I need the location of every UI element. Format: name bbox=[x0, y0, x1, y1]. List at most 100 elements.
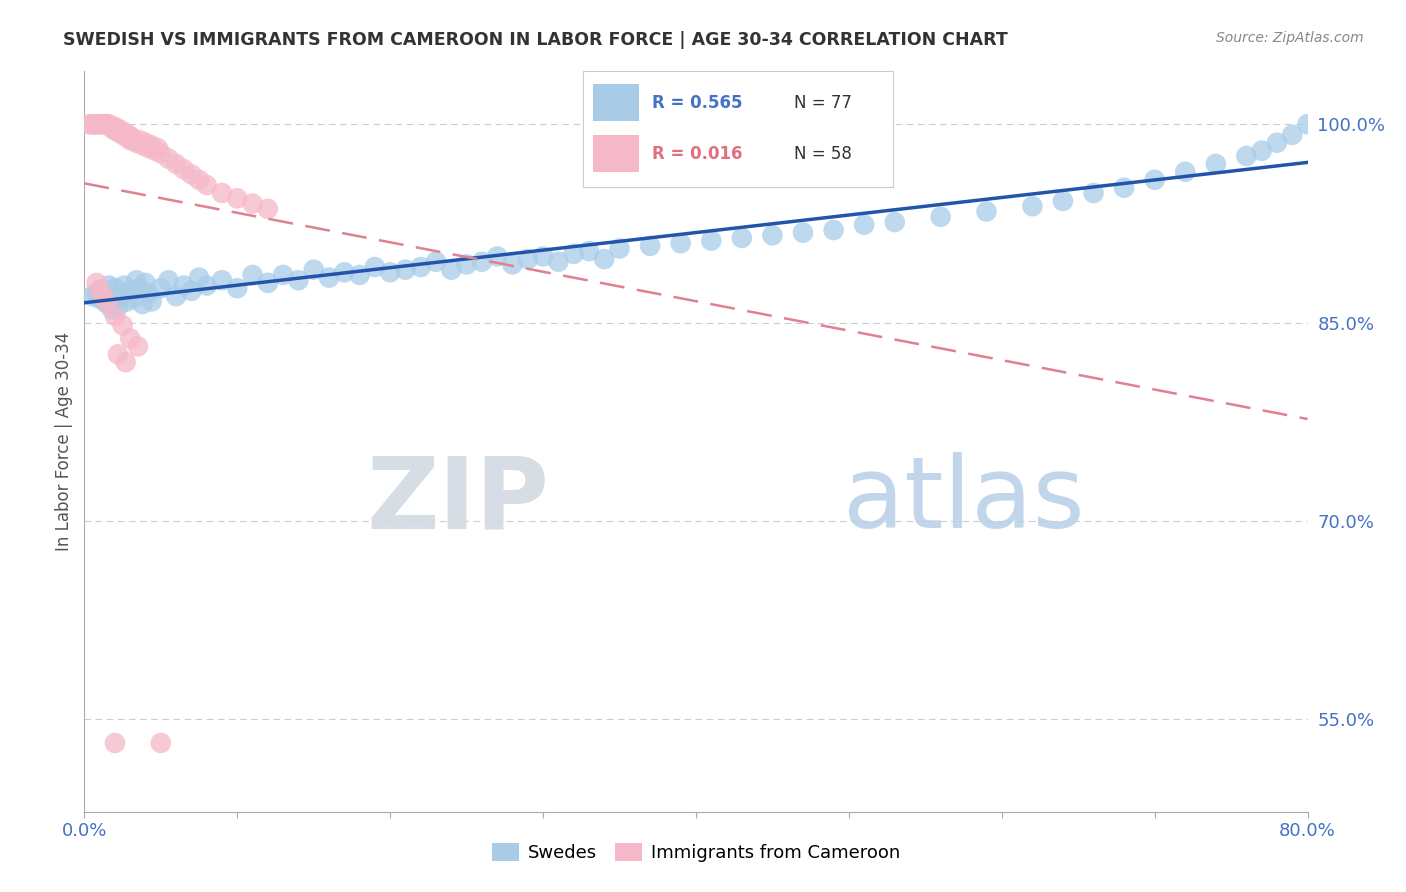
Point bbox=[173, 162, 195, 177]
Point bbox=[91, 117, 114, 131]
Point bbox=[471, 254, 494, 268]
Point bbox=[700, 234, 723, 248]
Point bbox=[90, 117, 112, 131]
Point bbox=[120, 331, 142, 345]
Point bbox=[456, 257, 478, 271]
Point bbox=[84, 117, 107, 131]
Point bbox=[131, 138, 153, 153]
Text: N = 58: N = 58 bbox=[794, 145, 852, 162]
Point bbox=[440, 262, 463, 277]
Point bbox=[195, 278, 218, 293]
Point bbox=[1174, 165, 1197, 179]
Point bbox=[302, 262, 325, 277]
Point bbox=[112, 125, 135, 139]
Point bbox=[125, 273, 148, 287]
Point bbox=[287, 273, 309, 287]
Point bbox=[115, 294, 138, 309]
Point bbox=[120, 284, 142, 298]
Point bbox=[425, 254, 447, 268]
Point bbox=[135, 276, 157, 290]
Point bbox=[86, 117, 108, 131]
Point bbox=[131, 297, 153, 311]
Point bbox=[1021, 199, 1043, 213]
Point bbox=[110, 125, 132, 139]
Point bbox=[80, 117, 103, 131]
Point bbox=[1296, 117, 1319, 131]
Point bbox=[149, 281, 172, 295]
Point bbox=[77, 117, 100, 131]
Point bbox=[195, 178, 218, 192]
Point bbox=[180, 168, 202, 182]
Point bbox=[349, 268, 371, 282]
Point bbox=[226, 191, 249, 205]
Point bbox=[118, 128, 141, 142]
Y-axis label: In Labor Force | Age 30-34: In Labor Force | Age 30-34 bbox=[55, 332, 73, 551]
Point bbox=[516, 252, 538, 266]
Point bbox=[669, 236, 692, 251]
Point bbox=[87, 117, 110, 131]
Point bbox=[318, 270, 340, 285]
Point bbox=[110, 289, 132, 303]
Point bbox=[180, 284, 202, 298]
Point bbox=[731, 231, 754, 245]
Legend: Swedes, Immigrants from Cameroon: Swedes, Immigrants from Cameroon bbox=[485, 836, 907, 870]
Bar bbox=[593, 84, 640, 121]
Point bbox=[165, 157, 187, 171]
Point bbox=[114, 128, 136, 142]
Point bbox=[226, 281, 249, 295]
Point bbox=[105, 122, 128, 136]
Point bbox=[853, 218, 876, 232]
Point bbox=[103, 122, 125, 136]
Point bbox=[86, 286, 108, 301]
Point bbox=[83, 117, 105, 131]
Point bbox=[107, 300, 129, 314]
Text: R = 0.016: R = 0.016 bbox=[651, 145, 742, 162]
Point bbox=[792, 226, 814, 240]
Point bbox=[1143, 173, 1166, 187]
Point bbox=[188, 173, 211, 187]
Point bbox=[883, 215, 905, 229]
Point bbox=[111, 318, 134, 333]
Point bbox=[112, 278, 135, 293]
Point bbox=[593, 252, 616, 266]
Point bbox=[578, 244, 600, 259]
Text: Source: ZipAtlas.com: Source: ZipAtlas.com bbox=[1216, 31, 1364, 45]
Point bbox=[211, 186, 233, 200]
Point bbox=[149, 736, 172, 750]
Point bbox=[104, 281, 127, 295]
Point bbox=[823, 223, 845, 237]
Point bbox=[98, 120, 121, 134]
Point bbox=[165, 289, 187, 303]
Point bbox=[1265, 136, 1288, 150]
Point bbox=[1114, 180, 1136, 194]
Point bbox=[146, 141, 169, 155]
Point bbox=[1205, 157, 1227, 171]
Point bbox=[127, 339, 149, 353]
Point bbox=[486, 250, 509, 264]
Point bbox=[120, 133, 142, 147]
Point bbox=[86, 276, 108, 290]
Point bbox=[562, 247, 585, 261]
Point bbox=[115, 130, 138, 145]
Point bbox=[242, 268, 264, 282]
Point bbox=[138, 286, 160, 301]
Point bbox=[121, 130, 143, 145]
Point bbox=[257, 202, 280, 216]
Point bbox=[976, 204, 998, 219]
Point bbox=[211, 273, 233, 287]
Text: ZIP: ZIP bbox=[367, 452, 550, 549]
Text: R = 0.565: R = 0.565 bbox=[651, 94, 742, 112]
Point bbox=[128, 281, 150, 295]
Point bbox=[89, 283, 111, 297]
Point bbox=[157, 273, 180, 287]
Point bbox=[111, 128, 134, 142]
Point bbox=[138, 141, 160, 155]
Text: N = 77: N = 77 bbox=[794, 94, 852, 112]
Point bbox=[394, 262, 416, 277]
Point bbox=[107, 347, 129, 361]
Point bbox=[609, 242, 631, 256]
Point bbox=[1052, 194, 1074, 208]
Point bbox=[104, 120, 127, 134]
Point bbox=[97, 117, 120, 131]
Point bbox=[157, 152, 180, 166]
